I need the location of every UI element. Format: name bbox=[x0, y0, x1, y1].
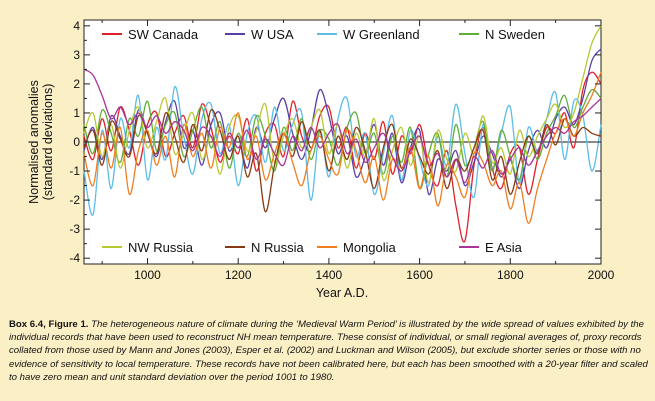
x-tick-label: 1000 bbox=[134, 268, 161, 282]
y-tick-label: 1 bbox=[73, 106, 80, 120]
y-tick-label: 0 bbox=[73, 135, 80, 149]
x-tick-label: 1400 bbox=[316, 268, 343, 282]
legend-label-w-usa: W USA bbox=[251, 27, 294, 42]
figure-caption: Box 6.4, Figure 1. The heterogeneous nat… bbox=[9, 318, 649, 384]
line-chart: 1000 1200 1400 1600 1800 2000 -4 -3 -2 -1 0 1 2 3 4 SW… bbox=[27, 19, 615, 300]
x-tick-label: 2000 bbox=[588, 268, 615, 282]
legend-label-mongolia: Mongolia bbox=[343, 240, 397, 255]
y-tick-label: 4 bbox=[73, 19, 80, 33]
y-tick-label: -1 bbox=[69, 164, 80, 178]
x-axis-label: Year A.D. bbox=[316, 286, 368, 300]
y-axis-label-line-2: (standard deviations) bbox=[41, 84, 55, 201]
x-tick-label: 1600 bbox=[406, 268, 433, 282]
legend-label-w-greenland: W Greenland bbox=[343, 27, 420, 42]
legend-label-sw-canada: SW Canada bbox=[128, 27, 199, 42]
y-tick-label: 3 bbox=[73, 48, 80, 62]
legend-label-n-sweden: N Sweden bbox=[485, 27, 545, 42]
series-line-w-greenland bbox=[83, 86, 602, 216]
y-tick-label: -3 bbox=[69, 222, 80, 236]
legend-label-n-russia: N Russia bbox=[251, 240, 305, 255]
y-tick-label: 2 bbox=[73, 77, 80, 91]
legend-label-e-asia: E Asia bbox=[485, 240, 523, 255]
y-tick-label: -4 bbox=[69, 251, 80, 265]
y-tick-label: -2 bbox=[69, 193, 80, 207]
caption-label: Box 6.4, Figure 1. bbox=[9, 319, 89, 330]
legend-label-nw-russia: NW Russia bbox=[128, 240, 194, 255]
series-line-e-asia bbox=[83, 68, 602, 184]
caption-text: The heterogeneous nature of climate duri… bbox=[9, 319, 648, 383]
y-axis-label-line-1: Normalised anomalies bbox=[27, 80, 41, 204]
x-tick-label: 1200 bbox=[225, 268, 252, 282]
x-tick-label: 1800 bbox=[497, 268, 524, 282]
series-line-mongolia bbox=[83, 72, 602, 224]
